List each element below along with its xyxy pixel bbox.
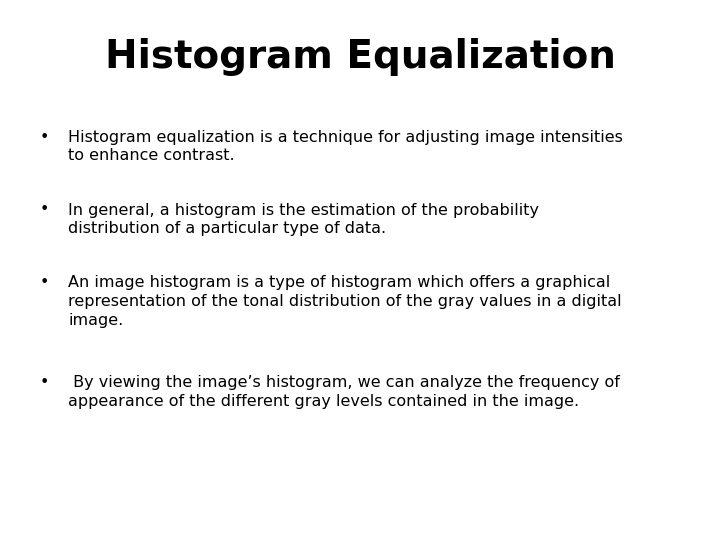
Text: By viewing the image’s histogram, we can analyze the frequency of
appearance of : By viewing the image’s histogram, we can…	[68, 375, 620, 409]
Text: •: •	[40, 202, 49, 218]
Text: Histogram equalization is a technique for adjusting image intensities
to enhance: Histogram equalization is a technique fo…	[68, 130, 624, 163]
Text: An image histogram is a type of histogram which offers a graphical
representatio: An image histogram is a type of histogra…	[68, 275, 622, 328]
Text: •: •	[40, 130, 49, 145]
Text: Histogram Equalization: Histogram Equalization	[104, 38, 616, 76]
Text: •: •	[40, 275, 49, 291]
Text: •: •	[40, 375, 49, 390]
Text: In general, a histogram is the estimation of the probability
distribution of a p: In general, a histogram is the estimatio…	[68, 202, 539, 236]
